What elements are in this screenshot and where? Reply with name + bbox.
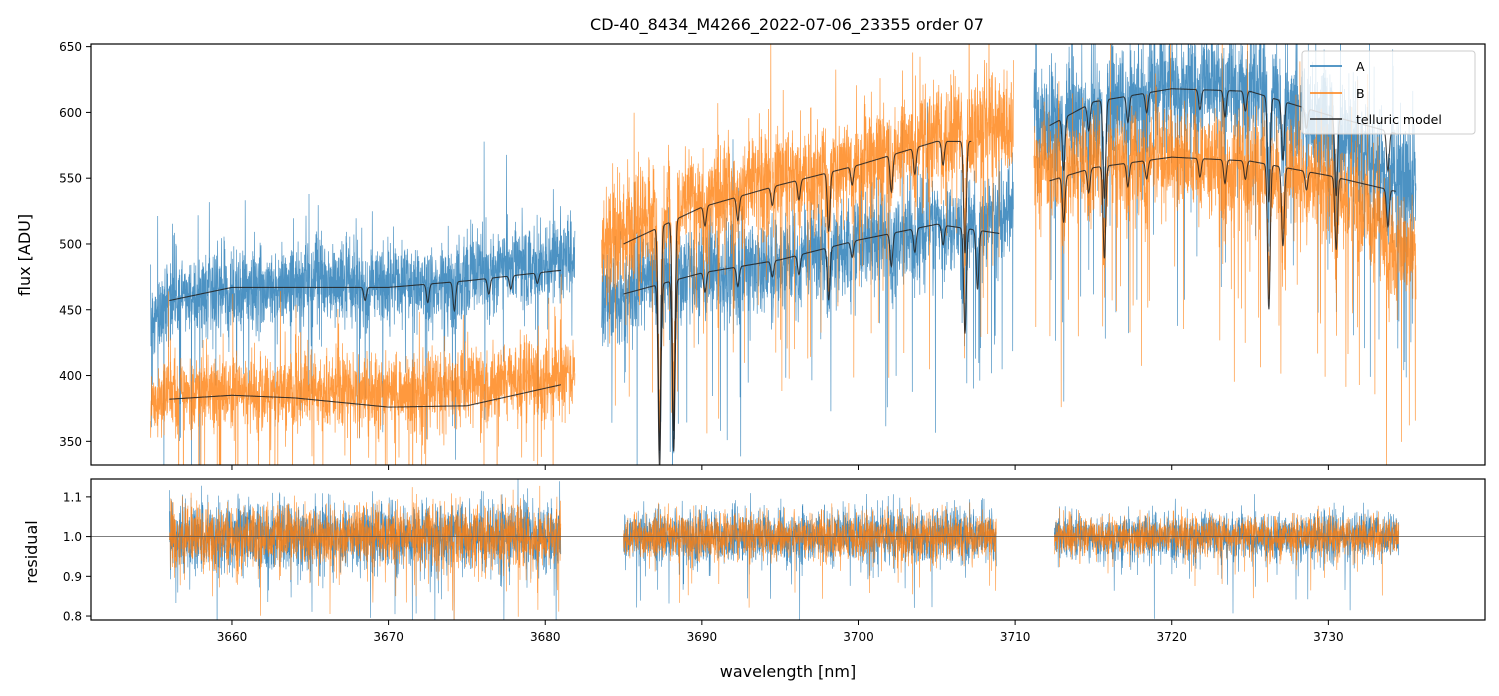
flux-y-axis-label: flux [ADU] [15,214,34,296]
residual-trace-B-segment-1 [169,485,562,620]
telluric-model-model-a-segment-3 [1049,88,1396,203]
residual-y-ticks: 0.8 0.9 1.0 1.1 [63,490,91,624]
x-tick-label: 3720 [1156,630,1187,644]
chart-title: CD-40_8434_M4266_2022-07-06_23355 order … [590,15,984,35]
x-tick-label: 3680 [530,630,561,644]
residual-y-axis-label: residual [22,520,41,583]
flux-y-tick-label: 600 [59,106,82,120]
telluric-model-model-b-segment-1 [169,384,562,408]
x-tick-label: 3690 [687,630,718,644]
residual-y-tick-label: 0.8 [63,610,82,624]
residual-trace-A-segment-3 [1054,494,1400,619]
residual-axes-frame [90,478,1486,621]
x-axis-label: wavelength [nm] [720,662,857,681]
telluric-model-model-a-segment-2 [623,223,1000,465]
residual-x-ticks: 3660 3670 3680 3690 3700 3710 3720 3730 [217,620,1344,644]
telluric-model-model-a-segment-1 [169,269,561,313]
residual-y-tick-label: 1.1 [63,490,82,504]
flux-y-tick-label: 400 [59,369,82,383]
x-tick-label: 3700 [843,630,874,644]
legend-label-A: A [1356,59,1365,74]
flux-trace-A-segment-3 [1033,44,1417,402]
flux-y-tick-label: 550 [59,172,82,186]
flux-trace-B-segment-2 [601,44,1014,434]
residual-trace-B-segment-3 [1054,505,1400,599]
residual-panel: 0.8 0.9 1.0 1.1 3660 3670 3680 3690 3700 3710 372… [22,478,1486,681]
telluric-model-model-b-segment-3 [1049,156,1396,310]
flux-axes-frame [90,43,1486,466]
residual-y-tick-label: 0.9 [63,570,82,584]
flux-y-ticks: 350 400 450 500 550 600 650 [59,40,91,449]
flux-x-ticks [231,465,1329,470]
legend-label-B: B [1356,86,1365,101]
flux-trace-B-segment-1 [150,274,576,465]
flux-panel: 350 400 450 500 550 600 650 flux [ADU] A B tel… [15,40,1486,470]
residual-trace-B-segment-2 [623,497,997,608]
flux-trace-B-segment-3 [1033,44,1417,465]
flux-y-tick-label: 350 [59,435,82,449]
x-tick-label: 3670 [373,630,404,644]
flux-trace-A-segment-1 [150,141,576,465]
telluric-model-lines [169,88,1396,465]
x-tick-label: 3730 [1313,630,1344,644]
series-A-flux [150,44,1417,465]
x-tick-label: 3710 [1000,630,1031,644]
x-tick-label: 3660 [217,630,248,644]
residual-y-tick-label: 1.0 [63,530,82,544]
flux-y-tick-label: 500 [59,237,82,251]
series-A-residual [169,479,1400,620]
flux-y-tick-label: 450 [59,303,82,317]
flux-y-tick-label: 650 [59,40,82,54]
telluric-model-model-b-segment-2 [623,140,972,451]
legend: A B telluric model [1301,50,1476,135]
series-B-residual [169,485,1400,620]
legend-label-telluric-model: telluric model [1356,112,1442,127]
legend-box [1301,50,1476,135]
